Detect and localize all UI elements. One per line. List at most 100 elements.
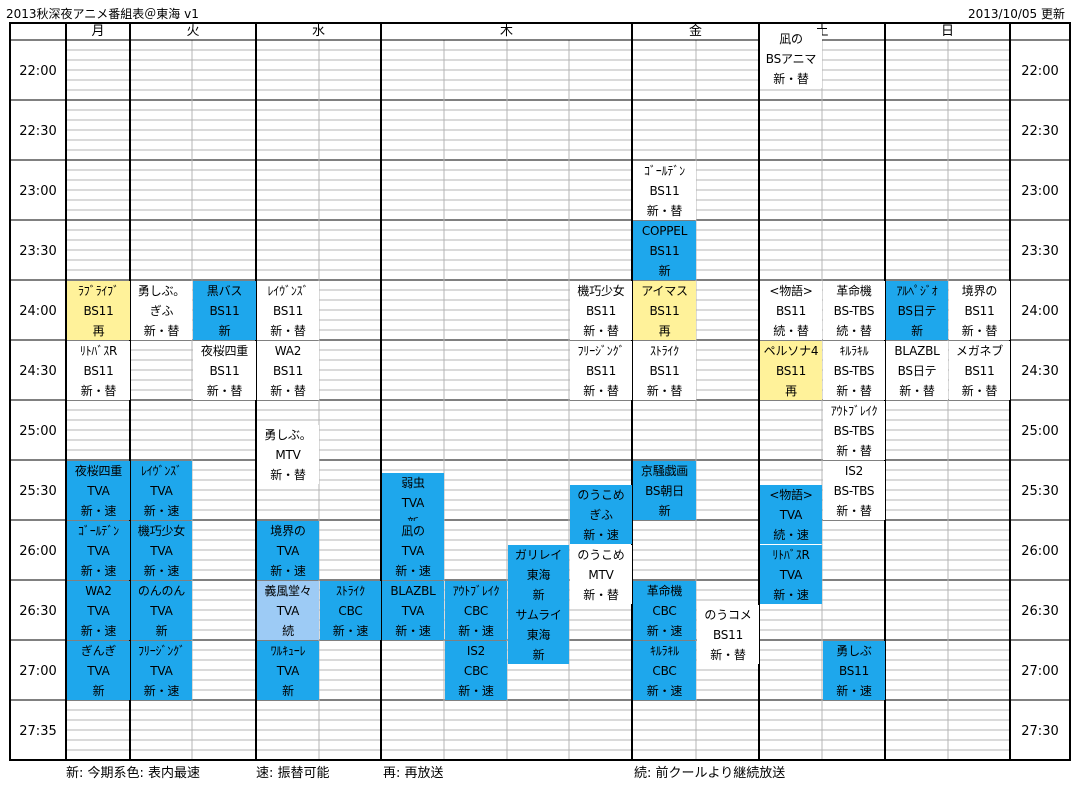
time-label: 23:30 [1021, 244, 1059, 259]
program-cell: 境界の BS11 新・替 [949, 281, 1010, 340]
program-station: BS11 [272, 363, 304, 378]
time-label: 22:00 [1021, 64, 1059, 79]
time-label: 22:00 [19, 64, 57, 79]
program-station: CBC [463, 663, 489, 678]
program-station: BS11 [209, 303, 240, 318]
program-station: BS11 [964, 303, 995, 318]
program-title: 弱虫 [401, 476, 425, 491]
program-station: BS-TBS [833, 303, 875, 318]
program-title: ﾜﾙｷｭｰﾚ [270, 644, 306, 659]
program-cell: IS2 BS-TBS 新・替 [823, 461, 885, 520]
program-cell: 機巧少女 BS11 新・替 [570, 281, 632, 340]
program-title: BLAZBL [894, 343, 940, 358]
program-cell: ペルソナ4 BS11 再 [760, 341, 822, 400]
program-station: BS11 [649, 243, 680, 258]
program-station: TVA [779, 507, 803, 522]
program-status: 新 [911, 323, 923, 338]
program-title: 機巧少女 [577, 284, 625, 299]
program-title: 凪の [779, 32, 803, 47]
time-label: 27:30 [1021, 724, 1059, 739]
day-header-thu: 木 [499, 24, 513, 39]
program-title: 凪の [401, 524, 425, 539]
program-status: 新・替 [583, 323, 619, 338]
program-cell: メガネブ BS11 新・替 [949, 341, 1010, 400]
program-status: 新・速 [143, 683, 180, 698]
program-title: ｱｳﾄﾌﾞﾚｲｸ [452, 584, 500, 599]
program-title: WA2 [85, 583, 112, 598]
program-status: 新・替 [583, 587, 619, 602]
program-station: BSアニマ [765, 52, 817, 66]
program-status: 新・速 [80, 503, 117, 518]
time-label: 22:30 [19, 124, 57, 139]
program-station: CBC [463, 603, 489, 618]
time-label: 24:00 [19, 304, 57, 319]
program-title: ペルソナ4 [763, 344, 819, 359]
program-title: <物語> [769, 284, 813, 299]
program-status: 新・速 [458, 683, 494, 698]
time-label: 27:00 [1021, 664, 1059, 679]
time-label: 27:35 [19, 724, 57, 739]
program-cell: BLAZBL BS日テ 新・替 [886, 341, 948, 400]
program-cell: COPPEL BS11 新 [633, 221, 696, 280]
program-station: BS-TBS [833, 483, 875, 498]
program-title: ｷﾙﾗｷﾙ [839, 344, 869, 359]
program-title: 機巧少女 [137, 524, 186, 539]
program-title: のうこめ [577, 548, 625, 563]
program-cell: 黒バス BS11 新 [193, 281, 256, 340]
time-label: 24:30 [19, 364, 57, 379]
program-cell: ﾜﾙｷｭｰﾚ TVA 新 [257, 641, 319, 700]
program-cell: ｺﾞｰﾙﾃﾞﾝ BS11 新・替 [633, 161, 696, 220]
program-station: BS-TBS [833, 363, 875, 378]
program-status: 新・速 [458, 623, 494, 638]
program-cell: のんのん TVA 新 [131, 581, 192, 640]
program-cell: 夜桜四重 TVA 新・速 [67, 461, 130, 520]
program-station: TVA [150, 663, 173, 678]
program-status: 新・速 [773, 587, 809, 602]
program-station: BS11 [775, 303, 807, 318]
program-cell: ｺﾞｰﾙﾃﾞﾝ TVA 新・速 [67, 521, 130, 580]
program-station: TVA [401, 603, 425, 618]
time-label: 26:00 [19, 544, 57, 559]
program-title: 勇しぶ [836, 644, 872, 659]
legend-speed: 速: 振替可能 [256, 766, 330, 781]
program-status: 再 [92, 323, 105, 338]
program-cell: 京騒戯画 BS朝日新 [633, 461, 696, 520]
program-status: 新・替 [583, 383, 619, 398]
program-title: ﾚｲｳﾞﾝｽﾞ [140, 464, 182, 479]
program-station: BS-TBS [833, 423, 875, 438]
program-station: BS11 [775, 363, 807, 378]
program-station: TVA [150, 603, 173, 618]
program-cell: ﾘﾄﾊﾞｽR TVA 新・速 [760, 545, 822, 604]
program-cell: BLAZBL TVA 新・速 [382, 581, 444, 640]
program-title: アイマス [641, 284, 688, 299]
time-label: 26:30 [19, 604, 57, 619]
program-status: 新 [218, 323, 231, 338]
program-station: ぎふ [149, 304, 174, 318]
program-status: 再 [658, 323, 671, 338]
program-station: 東海 [526, 627, 551, 642]
program-station: TVA [87, 663, 110, 678]
program-title: 義風堂々 [264, 584, 312, 599]
time-label: 23:00 [19, 184, 57, 199]
program-status: 新 [282, 683, 294, 698]
program-cell: ﾚｲｳﾞﾝｽﾞ BS11 新・替 [257, 281, 319, 340]
program-station: TVA [276, 543, 300, 558]
program-status: 新・速 [143, 503, 180, 518]
time-label: 27:00 [19, 664, 57, 679]
program-title: 勇しぶ。 [137, 284, 186, 299]
program-title: 革命機 [646, 584, 683, 599]
time-label: 25:30 [1021, 484, 1059, 499]
program-title: 境界の [270, 524, 306, 539]
page-title: 2013秋深夜アニメ番組表＠東海 v1 [6, 7, 199, 21]
program-cell: ｱｳﾄﾌﾞﾚｲｸ BS-TBS 新・替 [823, 401, 885, 460]
program-status: 新・速 [332, 623, 369, 638]
program-station: CBC [652, 603, 677, 618]
program-station: BS朝日 [645, 484, 684, 498]
program-status: 新 [92, 683, 105, 698]
program-cell: 夜桜四重 BS11 新・替 [193, 341, 256, 400]
program-cell: 義風堂々 TVA 続 [257, 581, 319, 640]
program-cell: 勇しぶ BS11 新・速 [823, 641, 885, 700]
program-status: 新・替 [270, 323, 306, 338]
program-status: 新 [532, 588, 545, 603]
program-status: 再 [785, 383, 797, 398]
